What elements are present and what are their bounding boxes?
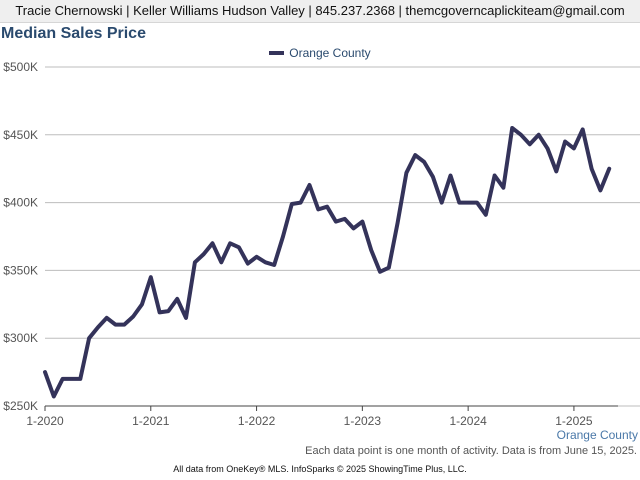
data-point [590, 167, 593, 171]
data-point [457, 201, 461, 205]
x-tick-label: 1-2022 [238, 414, 276, 428]
data-point [122, 323, 126, 327]
data-point [352, 226, 355, 230]
data-point [519, 133, 523, 137]
data-point [158, 311, 162, 314]
data-point [334, 220, 338, 223]
data-point [387, 266, 391, 270]
data-point [510, 126, 514, 130]
data-point [131, 315, 135, 318]
data-point [528, 142, 532, 146]
x-tick-label: 1-2024 [449, 414, 487, 428]
data-point [219, 260, 223, 264]
data-point [484, 213, 488, 217]
data-point [475, 201, 479, 205]
data-point [255, 255, 258, 259]
contact-line: Tracie Chernowski | Keller Williams Huds… [15, 3, 625, 18]
data-point [449, 174, 452, 177]
x-tick-label: 1-2020 [26, 414, 64, 428]
data-point [502, 186, 505, 190]
data-point [70, 377, 73, 381]
data-point [105, 316, 109, 320]
data-point [149, 275, 153, 279]
data-point [96, 325, 100, 329]
data-point [237, 245, 241, 249]
data-point [360, 220, 364, 223]
data-point [572, 146, 576, 150]
data-point [343, 217, 347, 221]
legend-label: Orange County [289, 46, 371, 60]
data-point [431, 175, 435, 179]
data-point [140, 302, 144, 306]
data-point [546, 146, 549, 150]
data-point [554, 170, 558, 173]
data-point [537, 133, 541, 137]
data-point [202, 252, 206, 256]
data-point [175, 297, 179, 301]
data-point [290, 202, 294, 206]
contact-header: Tracie Chernowski | Keller Williams Huds… [0, 0, 640, 23]
data-source-note: Each data point is one month of activity… [305, 445, 637, 457]
data-point [607, 167, 611, 171]
data-point [581, 127, 585, 131]
data-point [61, 377, 65, 381]
data-point [405, 171, 408, 175]
x-tick-label: 1-2021 [132, 414, 170, 428]
data-point [184, 316, 188, 320]
chart-legend: Orange County [0, 46, 640, 60]
data-point [263, 260, 267, 264]
data-point [440, 201, 444, 205]
data-point [598, 188, 602, 192]
y-tick-label: $400K [3, 196, 38, 210]
data-point [87, 336, 91, 340]
data-point [378, 270, 382, 274]
data-point [167, 309, 170, 313]
data-point [308, 183, 311, 187]
data-point [466, 201, 470, 205]
data-point [114, 323, 117, 327]
data-point [78, 377, 82, 381]
data-point [228, 241, 232, 245]
copyright-credit: All data from OneKey® MLS. InfoSparks © … [173, 464, 467, 474]
data-point [316, 207, 320, 211]
data-point [563, 140, 567, 143]
x-axis-label: Orange County [557, 428, 638, 442]
data-point [299, 201, 303, 205]
data-point [281, 235, 285, 238]
data-point [369, 248, 373, 252]
x-tick-label: 1-2025 [555, 414, 593, 428]
data-point [43, 370, 47, 374]
chart-title: Median Sales Price [1, 25, 146, 42]
y-tick-label: $350K [3, 263, 38, 277]
data-point [272, 263, 276, 267]
data-point [396, 221, 400, 225]
data-point [325, 205, 329, 209]
y-tick-label: $300K [3, 331, 38, 345]
data-point [422, 160, 426, 164]
legend-swatch [269, 50, 285, 55]
y-tick-label: $250K [3, 399, 38, 413]
data-point [52, 395, 56, 398]
data-point [493, 174, 496, 177]
y-tick-label: $500K [3, 60, 38, 74]
data-point [211, 241, 214, 245]
x-tick-label: 1-2023 [344, 414, 382, 428]
y-tick-label: $450K [3, 128, 38, 142]
data-point [246, 262, 250, 266]
data-point [413, 153, 417, 157]
series-line [43, 126, 612, 399]
data-point [193, 260, 197, 264]
